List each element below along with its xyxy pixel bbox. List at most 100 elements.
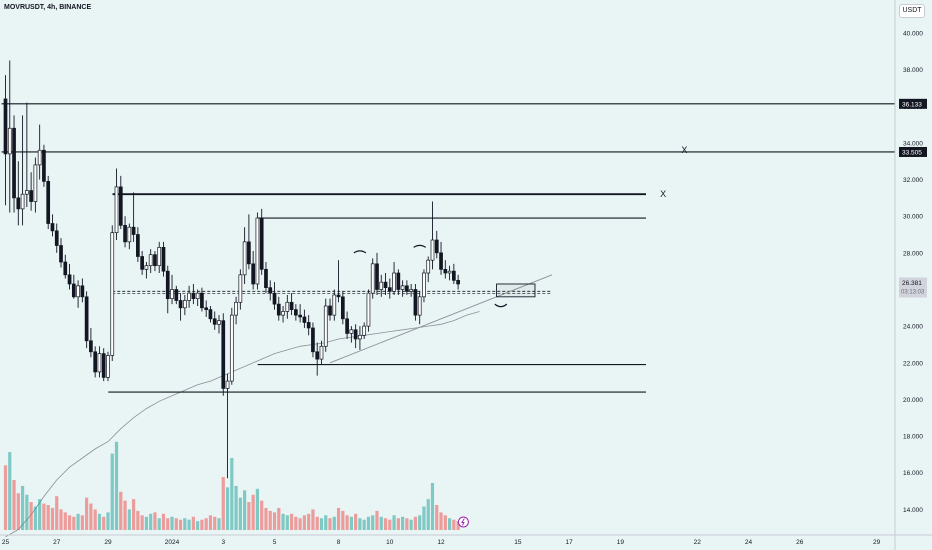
level-price-label: 33.505 (902, 149, 922, 156)
volume-bar (149, 513, 153, 530)
volume-bar (110, 453, 114, 530)
candle-body (200, 292, 204, 309)
candle-body (76, 285, 80, 298)
volume-bar (72, 516, 76, 530)
candle-body (311, 327, 315, 353)
candle-body (400, 285, 405, 290)
volume-bar (332, 516, 336, 530)
volume-bar (213, 516, 217, 530)
candle-body (366, 292, 371, 327)
level-price-label: 36.133 (902, 101, 922, 108)
candle-body (101, 353, 106, 378)
volume-bar (324, 515, 328, 530)
volume-bar (63, 512, 67, 530)
volume-bar (418, 515, 422, 530)
candle-body (298, 314, 302, 318)
time-tick-label: 24 (745, 539, 753, 546)
volume-bar (106, 512, 110, 530)
volume-bar (196, 521, 200, 530)
volume-bar (336, 507, 341, 530)
volume-bar (123, 500, 127, 530)
candle-body (110, 232, 115, 356)
candle-body (272, 292, 277, 305)
time-tick-label: 12 (437, 539, 445, 546)
candle-body (439, 252, 443, 270)
candle-body (63, 261, 68, 276)
currency-button[interactable]: USDT (899, 4, 925, 18)
volume-bar (208, 515, 213, 530)
volume-bar (255, 488, 260, 530)
volume-bar (12, 480, 16, 530)
time-tick-label: 8 (337, 539, 341, 546)
volume-bar (89, 503, 93, 530)
volume-bar (178, 519, 183, 530)
volume-bar (430, 482, 435, 530)
candle-body (456, 279, 460, 285)
volume-bar (170, 516, 174, 530)
candle-body (148, 254, 153, 267)
volume-bar (157, 518, 161, 530)
volume-bar (413, 516, 418, 530)
candle-body (358, 334, 362, 340)
price-tick-label: 34.000 (903, 140, 923, 147)
volume-bar (76, 513, 80, 530)
candle-body (268, 287, 273, 294)
volume-bar (225, 487, 230, 530)
bar-countdown-label: 03:13:03 (901, 290, 925, 296)
candle-body (54, 230, 59, 246)
volume-bar (422, 506, 426, 530)
volume-bar (187, 519, 191, 530)
candle-body (123, 225, 127, 243)
chart-title: MOVRUSDT, 4h, BINANCE (4, 4, 92, 11)
candle-body (349, 329, 354, 334)
candle-body (379, 281, 384, 290)
volume-bar (132, 499, 136, 530)
volume-bar (234, 485, 238, 530)
candle-body (281, 311, 285, 316)
candle-body (234, 301, 238, 316)
volume-bar (80, 515, 84, 530)
volume-bar (289, 513, 294, 530)
candle-body (413, 289, 418, 316)
candle-body (251, 263, 256, 285)
price-tick-label: 38.000 (903, 67, 923, 74)
volume-bar (281, 513, 285, 530)
candle-body (195, 292, 200, 299)
candle-body (204, 307, 209, 310)
current-price-label: 26.381 (902, 280, 922, 287)
volume-bar (388, 519, 392, 530)
x-marker-label: X (660, 189, 666, 199)
candle-body (238, 274, 243, 303)
candle-body (67, 274, 72, 285)
volume-bar (166, 518, 170, 530)
candle-body (255, 217, 260, 285)
volume-bar (204, 518, 208, 530)
candle-body (323, 305, 328, 347)
target-zone-box[interactable] (496, 283, 536, 298)
volume-bar (67, 515, 72, 530)
candle-body (16, 197, 21, 210)
candle-body (426, 259, 431, 274)
volume-bar (452, 519, 456, 530)
volume-bar (16, 493, 20, 530)
candle-body (89, 340, 93, 353)
level-price-badge (899, 98, 927, 109)
candle-body (370, 263, 375, 294)
volume-bar (439, 512, 443, 530)
volume-bar (341, 510, 345, 530)
time-tick-label: 29 (873, 539, 881, 546)
candle-body (59, 245, 63, 263)
candle-body (306, 322, 311, 329)
trend-line[interactable] (329, 274, 553, 364)
candle-body (157, 246, 162, 267)
volume-bar (221, 477, 225, 530)
volume-bar (354, 513, 358, 530)
event-icon[interactable] (457, 516, 469, 528)
candle-body (430, 239, 435, 261)
time-tick-label: 26 (796, 539, 804, 546)
candle-body (353, 329, 358, 340)
level-price-badge (899, 146, 927, 157)
volume-bar (319, 518, 324, 530)
candle-body (127, 226, 132, 243)
